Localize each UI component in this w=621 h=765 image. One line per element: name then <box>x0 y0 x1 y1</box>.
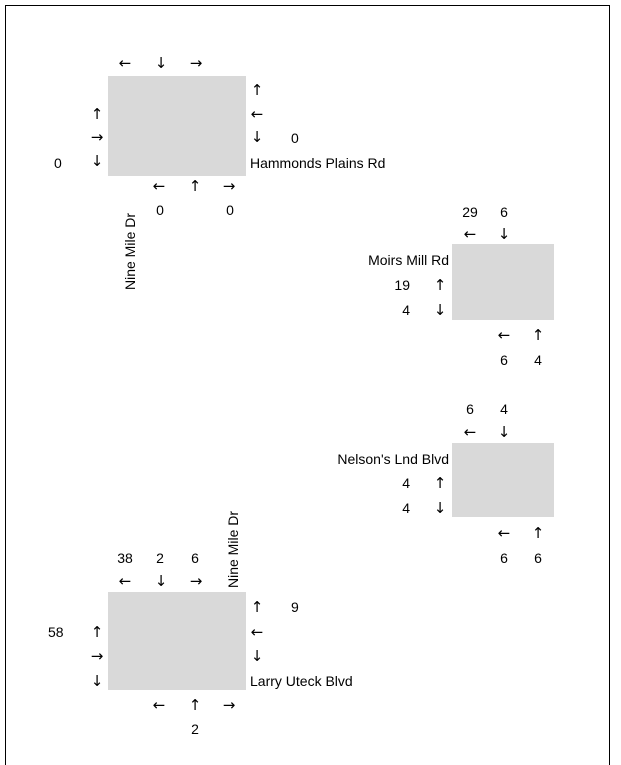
road-label-larry-uteck: Larry Uteck Blvd <box>250 673 353 689</box>
up-arrow-icon: ↑ <box>432 475 448 491</box>
down-arrow-icon: ↓ <box>153 573 169 589</box>
south-left-count: 0 <box>148 202 172 218</box>
road-label-nine-mile-dr: Nine Mile Dr <box>122 213 138 290</box>
west-up-count: 4 <box>402 475 410 491</box>
bottom-left-count: 6 <box>492 550 516 566</box>
right-arrow-icon: → <box>89 648 105 664</box>
top-left-count: 29 <box>458 204 482 220</box>
up-arrow-icon: ↑ <box>249 599 265 615</box>
right-arrow-icon: → <box>188 573 204 589</box>
bottom-right-count: 6 <box>526 550 550 566</box>
intersection-hammonds-box <box>108 76 246 176</box>
down-arrow-icon: ↓ <box>89 153 105 169</box>
south-right-count: 0 <box>218 202 242 218</box>
left-arrow-icon: ← <box>249 624 265 640</box>
bottom-left-count: 6 <box>492 352 516 368</box>
up-arrow-icon: ↑ <box>530 525 546 541</box>
left-arrow-icon: ← <box>496 327 512 343</box>
road-label-moirs: Moirs Mill Rd <box>368 252 449 268</box>
left-arrow-icon: ← <box>462 424 478 440</box>
left-arrow-icon: ← <box>496 525 512 541</box>
west-approach-count: 0 <box>54 155 62 171</box>
down-arrow-icon: ↓ <box>249 648 265 664</box>
road-label-nelson: Nelson's Lnd Blvd <box>337 451 449 467</box>
west-up-count: 58 <box>48 624 64 640</box>
west-up-count: 19 <box>394 277 410 293</box>
down-arrow-icon: ↓ <box>496 424 512 440</box>
up-arrow-icon: ↑ <box>187 697 203 713</box>
east-up-count: 9 <box>291 599 299 615</box>
right-arrow-icon: → <box>221 697 237 713</box>
down-arrow-icon: ↓ <box>89 673 105 689</box>
east-approach-count: 0 <box>291 130 299 146</box>
right-arrow-icon: → <box>188 55 204 71</box>
intersection-moirs-box <box>452 244 554 320</box>
road-label-nine-mile-dr: Nine Mile Dr <box>225 511 241 588</box>
bottom-count: 2 <box>183 721 207 737</box>
intersection-nelson-box <box>452 443 554 517</box>
up-arrow-icon: ↑ <box>249 82 265 98</box>
left-arrow-icon: ← <box>151 178 167 194</box>
up-arrow-icon: ↑ <box>187 178 203 194</box>
left-arrow-icon: ← <box>117 573 133 589</box>
up-arrow-icon: ↑ <box>432 277 448 293</box>
right-arrow-icon: → <box>89 129 105 145</box>
bottom-right-count: 4 <box>526 352 550 368</box>
top-count-3: 6 <box>183 550 207 566</box>
right-arrow-icon: → <box>221 178 237 194</box>
up-arrow-icon: ↑ <box>530 327 546 343</box>
down-arrow-icon: ↓ <box>496 226 512 242</box>
left-arrow-icon: ← <box>151 697 167 713</box>
top-count-2: 2 <box>148 550 172 566</box>
west-down-count: 4 <box>402 302 410 318</box>
top-right-count: 6 <box>492 204 516 220</box>
up-arrow-icon: ↑ <box>89 106 105 122</box>
left-arrow-icon: ← <box>249 106 265 122</box>
intersection-larry-box <box>108 592 246 690</box>
down-arrow-icon: ↓ <box>153 55 169 71</box>
top-count-1: 38 <box>113 550 137 566</box>
down-arrow-icon: ↓ <box>249 129 265 145</box>
west-down-count: 4 <box>402 500 410 516</box>
top-right-count: 4 <box>492 401 516 417</box>
left-arrow-icon: ← <box>462 226 478 242</box>
road-label-hammonds: Hammonds Plains Rd <box>250 155 385 171</box>
down-arrow-icon: ↓ <box>432 302 448 318</box>
down-arrow-icon: ↓ <box>432 500 448 516</box>
top-left-count: 6 <box>458 401 482 417</box>
up-arrow-icon: ↑ <box>89 624 105 640</box>
left-arrow-icon: ← <box>117 55 133 71</box>
